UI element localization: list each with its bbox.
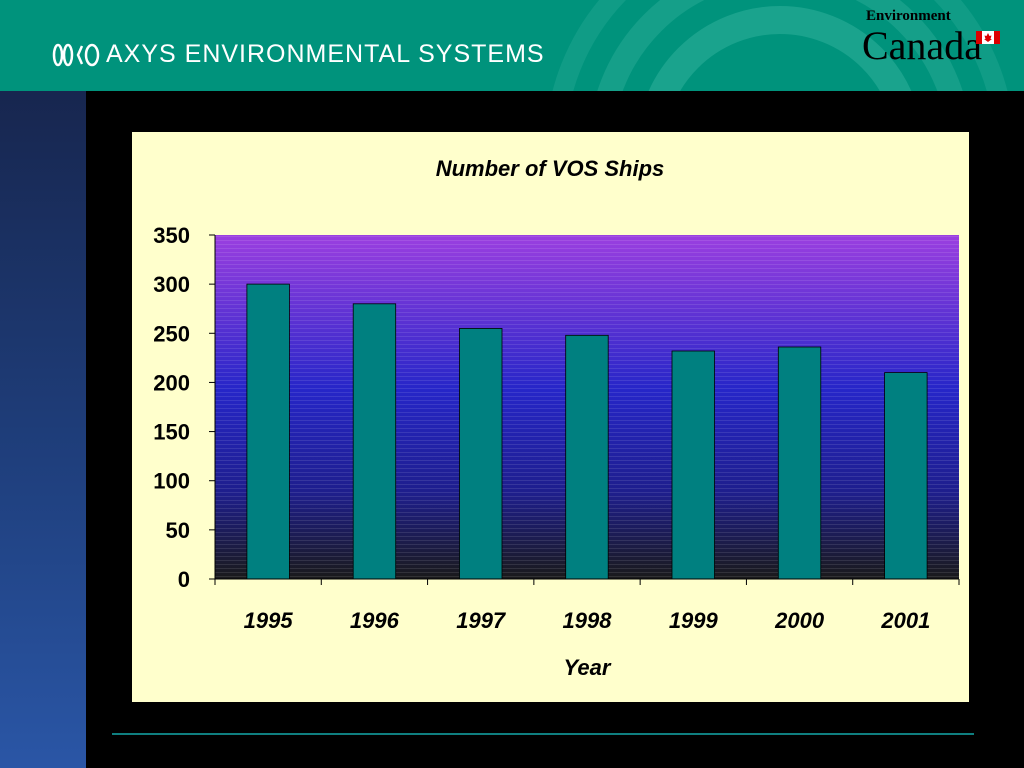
- x-tick-label: 1999: [669, 608, 719, 633]
- y-tick-label: 250: [153, 321, 190, 346]
- y-tick-label: 0: [178, 567, 190, 592]
- agency-name-line1: Environment: [866, 8, 951, 24]
- bar-2001: [884, 372, 928, 580]
- x-tick-label: 1997: [456, 608, 507, 633]
- bar-1998: [565, 334, 609, 580]
- decorative-arcs: [552, 0, 1008, 91]
- x-tick-label: 1998: [563, 608, 613, 633]
- x-tick-label: 1996: [350, 608, 400, 633]
- bar-1999: [671, 350, 715, 580]
- bar-1995: [246, 283, 290, 580]
- y-tick-label: 350: [153, 223, 190, 248]
- company-name: AXYS ENVIRONMENTAL SYSTEMS: [106, 40, 545, 68]
- y-tick-label: 200: [153, 370, 190, 395]
- y-tick-label: 100: [153, 469, 190, 494]
- y-tick-label: 300: [153, 272, 190, 297]
- bar-2000: [777, 346, 822, 580]
- bar-1996: [352, 303, 397, 580]
- bar-chart: Number of VOS Ships 0 50 100 150 200 250 300 35…: [153, 156, 960, 680]
- chart-title: Number of VOS Ships: [436, 156, 665, 181]
- bottom-divider: [112, 733, 974, 735]
- x-tick-label: 1995: [244, 608, 294, 633]
- x-tick-label: 2001: [880, 608, 930, 633]
- bar-1997: [459, 327, 503, 580]
- left-accent-bar: [0, 91, 86, 768]
- header-banner: AXYS ENVIRONMENTAL SYSTEMS Environment C…: [0, 0, 1024, 91]
- canada-flag-icon: [976, 31, 1000, 44]
- axys-logo-icon: [52, 43, 100, 67]
- y-tick-label: 150: [153, 420, 190, 445]
- x-axis-label: Year: [564, 655, 612, 680]
- agency-name-line2: Canada: [862, 23, 982, 68]
- chart-panel: Number of VOS Ships 0 50 100 150 200 250 300 35…: [132, 132, 969, 702]
- x-tick-label: 2000: [774, 608, 825, 633]
- y-tick-label: 50: [166, 518, 190, 543]
